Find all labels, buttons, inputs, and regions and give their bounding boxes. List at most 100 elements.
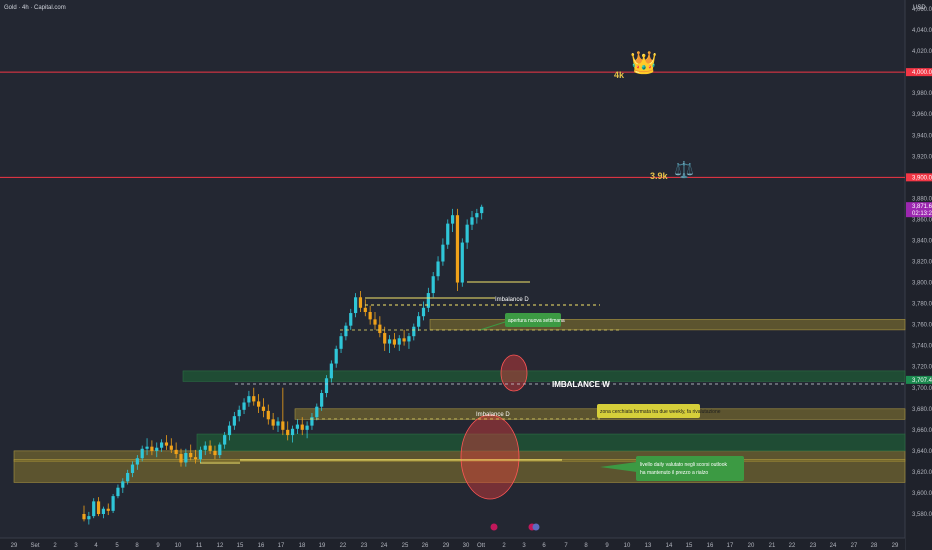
red-price-tag [906,68,932,77]
price-tick-label: 3,820.00 [912,260,932,266]
candle-body [223,435,227,445]
time-tick-label: 16 [707,543,714,549]
daily-note-line2: ha mantenuto il prezzo a rialzo [640,470,708,476]
time-tick-label: 28 [871,543,878,549]
candle-body [286,429,290,436]
daily-note-pointer [600,462,637,472]
candle-body [460,242,464,283]
current-price-tag [906,202,932,218]
time-tick-label: 17 [727,543,734,549]
candle-body [387,339,392,344]
time-tick-label: 21 [769,543,776,549]
candle-body [276,421,280,426]
target-39k-label: 3.9k [650,171,669,181]
time-tick-label: 29 [11,543,18,549]
candle-body [295,424,299,429]
candle-body [305,425,309,430]
candle-body [213,450,217,456]
time-tick-label: 8 [135,543,139,549]
candle-body [121,481,125,488]
candle-body [354,297,358,314]
candle-body [242,402,246,410]
time-axis[interactable] [0,538,905,550]
time-tick-label: 20 [748,543,755,549]
countdown-label: 02:13:22 [912,211,932,217]
candle-body [480,206,484,214]
candle-body [344,325,348,337]
red-price-tag [906,173,932,182]
time-tick-label: 6 [542,543,546,549]
zone-rect[interactable] [13,458,906,483]
circle-daily-zone[interactable] [460,414,520,500]
time-tick-label: 14 [666,543,673,549]
time-tick-label: 18 [299,543,306,549]
candle-body [378,324,382,334]
event-icon-1[interactable] [490,523,498,531]
candle-body [160,442,164,448]
levels-layer [0,71,905,178]
apertura-label: apertura nuova settimana [508,318,565,324]
price-tick-label: 3,640.00 [912,449,932,455]
candle-body [164,442,169,446]
time-tick-label: 24 [830,543,837,549]
time-tick-label: 8 [584,543,588,549]
candle-body [145,446,149,449]
candle-body [140,448,144,459]
chart-title: Gold · 4h · Capital.com [4,5,66,11]
candle-body [237,409,241,417]
price-tick-label: 3,680.00 [912,407,932,413]
time-tick-label: 9 [156,543,160,549]
time-tick-label: 25 [402,543,409,549]
candle-body [174,449,178,455]
current-price-label: 3,871.64 [912,204,932,210]
candle-body [412,326,416,337]
candle-body [310,417,314,426]
price-tick-label: 4,040.00 [912,28,932,34]
price-axis[interactable] [905,0,932,550]
candle-body [324,378,329,394]
time-tick-label: Set [30,543,39,549]
time-tick-label: 22 [340,543,347,549]
candle-body [96,501,101,514]
daily-note-line1: livello daily valutato negli scorsi outl… [640,462,727,468]
price-tick-label: 3,940.00 [912,133,932,139]
candle-body [111,496,115,511]
candle-body [135,458,139,465]
time-tick-label: 10 [624,543,631,549]
circle-weekly-zone[interactable] [500,354,528,392]
candle-body [126,472,130,482]
apertura-pointer [479,321,506,331]
zone-rect[interactable] [196,433,906,452]
price-tick-label: 3,980.00 [912,91,932,97]
crown-icon: 👑 [630,50,657,75]
candle-body [441,244,445,262]
price-tick-label: 3,700.00 [912,386,932,392]
time-tick-label: 29 [443,543,450,549]
price-tick-label: 3,660.00 [912,428,932,434]
candle-body [218,444,222,456]
candle-body [261,406,266,411]
zone-rect[interactable] [182,370,906,382]
time-tick-label: 17 [278,543,285,549]
candle-body [417,316,421,327]
time-tick-label: 23 [810,543,817,549]
candle-body [82,514,86,520]
imbalance-d-lower-label: Imbalance D [476,412,510,418]
time-tick-label: 26 [422,543,429,549]
time-tick-label: 11 [196,543,203,549]
candle-body [203,445,207,450]
currency-label: USD [913,5,926,11]
candle-body [349,313,353,326]
candle-body [402,338,406,342]
green-price-tag [906,375,932,384]
candle-body [189,452,193,458]
event-icon-3[interactable] [532,523,540,531]
time-tick-label: 16 [258,543,265,549]
time-tick-label: 7 [564,543,568,549]
candle-body [315,406,319,418]
zone-rect[interactable] [429,319,906,331]
green-price-tag-label: 3,707.48 [912,378,932,384]
price-tick-label: 4,020.00 [912,49,932,55]
